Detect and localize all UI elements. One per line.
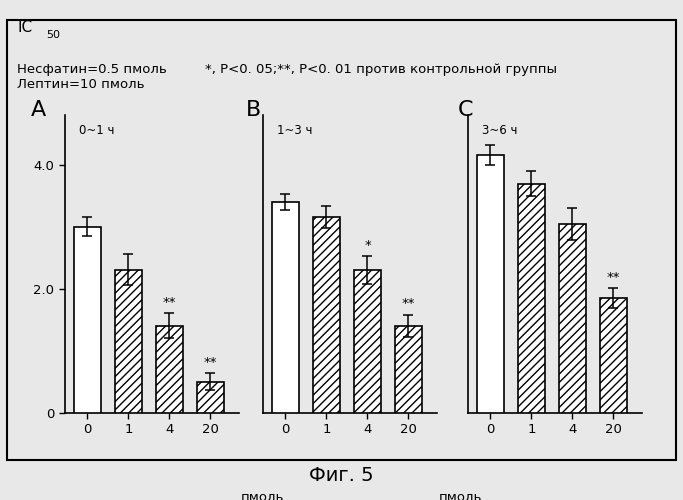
Bar bbox=[395, 326, 422, 412]
Text: **: ** bbox=[163, 296, 176, 309]
Bar bbox=[600, 298, 627, 412]
Bar bbox=[74, 226, 101, 412]
Text: IC: IC bbox=[17, 20, 32, 36]
Text: пмоль: пмоль bbox=[439, 491, 483, 500]
Bar bbox=[156, 326, 182, 412]
Bar bbox=[354, 270, 381, 412]
Bar bbox=[518, 184, 545, 412]
Bar bbox=[272, 202, 298, 412]
Text: C: C bbox=[458, 100, 473, 120]
Text: 1~3 ч: 1~3 ч bbox=[277, 124, 312, 137]
Text: 3~6 ч: 3~6 ч bbox=[482, 124, 517, 137]
Text: Фиг. 5: Фиг. 5 bbox=[309, 466, 374, 485]
Bar bbox=[313, 218, 339, 412]
Text: *: * bbox=[364, 239, 371, 252]
Bar bbox=[115, 270, 142, 412]
Text: B: B bbox=[246, 100, 261, 120]
Bar bbox=[197, 382, 223, 412]
Text: пмоль: пмоль bbox=[241, 491, 285, 500]
Text: **: ** bbox=[204, 356, 217, 369]
Text: *, P<0. 05;**, P<0. 01 против контрольной группы: *, P<0. 05;**, P<0. 01 против контрольно… bbox=[205, 62, 557, 76]
Bar bbox=[559, 224, 586, 412]
Text: 50: 50 bbox=[46, 30, 60, 40]
Text: A: A bbox=[31, 100, 46, 120]
Text: **: ** bbox=[402, 297, 415, 310]
Text: **: ** bbox=[607, 271, 620, 284]
Text: Несфатин=0.5 пмоль: Несфатин=0.5 пмоль bbox=[17, 62, 167, 76]
Text: 0~1 ч: 0~1 ч bbox=[79, 124, 114, 137]
Bar bbox=[477, 155, 503, 412]
Text: пмоль: пмоль bbox=[644, 498, 683, 500]
Text: Лептин=10 пмоль: Лептин=10 пмоль bbox=[17, 78, 145, 90]
